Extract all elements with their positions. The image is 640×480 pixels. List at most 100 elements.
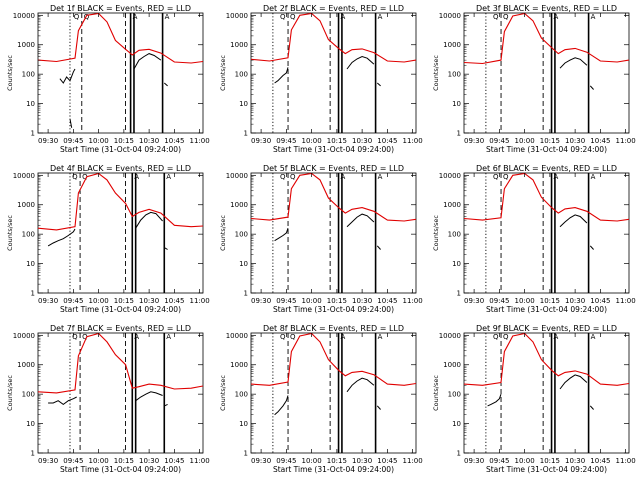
y-tick-label: 10000 [226,172,248,180]
x-axis-label: Start Time (31-Oct-04 09:24:00) [486,465,607,474]
chart-panel: Q Q A A 09:30 09:45 10:00 10:15 10:30 10:45 11:00 1… [219,324,423,474]
y-tick-label: 1 [31,290,35,298]
x-tick-label: 10:45 [164,457,184,465]
y-tick-label: 10 [239,420,248,428]
y-tick-label: 1 [244,290,248,298]
plot-frame [37,172,204,294]
x-tick-label: 10:00 [515,457,535,465]
x-axis-label: Start Time (31-Oct-04 09:24:00) [60,305,181,314]
time-marker: A [133,13,138,21]
series-group [251,13,416,87]
time-marker: A [341,173,346,181]
chart-title: Det 7f BLACK = Events, RED = LLD [50,324,191,333]
x-tick-label: 09:30 [251,137,271,145]
x-tick-label: 09:45 [276,137,296,145]
y-tick-label: 100 [448,231,461,239]
x-tick-label: 10:30 [565,297,585,305]
y-tick-label: 10 [26,260,35,268]
series-group [464,173,629,250]
y-tick-label: 1000 [230,41,248,49]
time-marker: Q [280,13,286,21]
series-group [38,333,203,407]
x-tick-label: 10:30 [139,457,159,465]
x-tick-label: 09:45 [63,297,83,305]
time-marker: A [165,13,170,21]
x-tick-label: 09:30 [464,457,484,465]
y-tick-label: 1000 [17,41,35,49]
series-events-line [376,245,381,250]
x-tick-label: 10:45 [377,457,397,465]
chart-panel: Q Q A A 09:30 09:45 10:00 10:15 10:30 10:45 11:00 1… [432,324,636,474]
x-tick-label: 10:45 [590,297,610,305]
y-tick-label: 1000 [230,201,248,209]
x-tick-label: 10:45 [377,137,397,145]
y-tick-label: 10 [239,260,248,268]
x-tick-label: 10:30 [565,137,585,145]
plot-frame [463,172,630,294]
x-tick-label: 09:45 [276,297,296,305]
y-tick-label: 10 [452,420,461,428]
x-tick-label: 10:30 [352,137,372,145]
chart-title: Det 6f BLACK = Events, RED = LLD [476,164,617,173]
x-tick-label: 09:45 [63,137,83,145]
x-axis-label: Start Time (31-Oct-04 09:24:00) [486,305,607,314]
series-lld-line [38,13,203,64]
y-tick-label: 1000 [443,201,461,209]
series-events-line [47,228,76,247]
series-lld-line [464,333,629,386]
x-tick-label: 11:00 [616,137,636,145]
series-lld-line [464,13,629,65]
x-tick-label: 10:00 [302,297,322,305]
series-events-line [133,53,162,70]
x-tick-label: 09:45 [63,457,83,465]
series-group [251,173,416,250]
x-tick-label: 10:15 [327,297,347,305]
series-group [464,333,629,410]
y-axis-label: Counts/sec [219,55,227,91]
plot-frame [463,12,630,134]
y-axis-label: Counts/sec [6,55,14,91]
series-group [38,13,203,128]
y-tick-label: 10000 [13,12,35,20]
time-marker: Q [72,173,78,181]
y-tick-label: 100 [235,71,248,79]
series-events-line [346,377,375,393]
series-events-line [487,394,502,407]
chart-panel: Q Q A A 09:30 09:45 10:00 10:15 10:30 10:45 11:00 1… [432,164,636,314]
y-tick-label: 1 [457,450,461,458]
x-tick-label: 09:30 [38,137,58,145]
time-marker: Q [290,333,296,341]
y-axis-label: Counts/sec [219,375,227,411]
series-group [464,13,629,90]
time-marker: A [341,13,346,21]
series-events-line [589,85,594,90]
chart-title: Det 9f BLACK = Events, RED = LLD [476,324,617,333]
x-tick-label: 09:30 [251,457,271,465]
x-tick-label: 10:45 [590,137,610,145]
x-tick-label: 11:00 [190,137,210,145]
time-marker: A [554,333,559,341]
x-tick-label: 10:00 [89,297,109,305]
series-lld-line [251,173,416,222]
series-events-line [589,245,594,250]
y-tick-label: 10000 [226,12,248,20]
y-tick-label: 10000 [13,332,35,340]
chart-title: Det 5f BLACK = Events, RED = LLD [263,164,404,173]
time-marker: Q [84,13,90,21]
plot-frame [250,332,417,454]
x-tick-label: 09:45 [489,137,509,145]
y-tick-label: 1 [31,130,35,138]
series-lld-line [38,173,203,231]
time-marker: A [378,173,383,181]
time-marker: A [134,173,139,181]
x-tick-label: 10:15 [114,137,134,145]
x-tick-label: 10:30 [139,297,159,305]
y-tick-label: 1000 [17,361,35,369]
series-events-line [163,82,168,87]
x-tick-label: 11:00 [616,457,636,465]
y-tick-label: 1000 [17,201,35,209]
y-axis-label: Counts/sec [432,375,440,411]
series-lld-line [38,333,203,394]
time-marker: A [166,333,171,341]
